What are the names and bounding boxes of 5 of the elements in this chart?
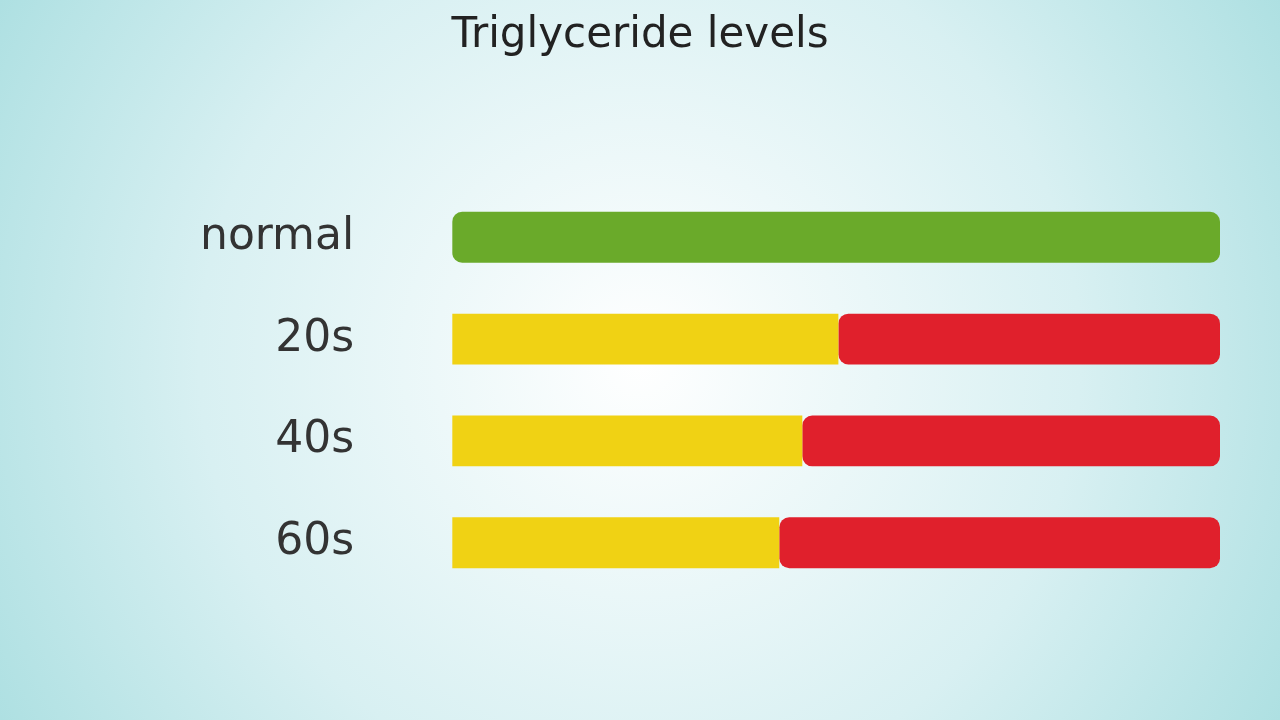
y-tick-label: 20s bbox=[275, 309, 355, 361]
chart-title: Triglyceride levels bbox=[450, 8, 830, 57]
y-tick-label: normal bbox=[200, 207, 355, 259]
y-tick-label: 60s bbox=[275, 513, 355, 565]
y-tick-label: 40s bbox=[275, 411, 355, 463]
